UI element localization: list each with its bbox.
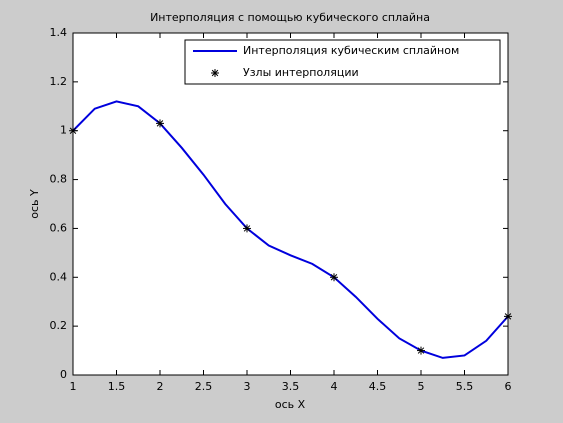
- y-tick-label: 0: [60, 368, 67, 381]
- x-tick-label: 4.5: [369, 380, 387, 393]
- marker-stroke: [243, 225, 251, 232]
- legend-marker: [211, 69, 219, 77]
- marker-stroke: [211, 69, 219, 77]
- chart-title: Интерполяция с помощью кубического сплай…: [150, 11, 430, 24]
- marker-stroke: [156, 120, 164, 127]
- x-tick-label: 6: [505, 380, 512, 393]
- x-tick-label: 4: [331, 380, 338, 393]
- node-marker: [69, 126, 77, 135]
- node-marker: [504, 312, 512, 321]
- y-tick-label: 1.2: [50, 75, 68, 88]
- node-marker: [330, 273, 338, 282]
- legend-box: [184, 39, 501, 85]
- y-axis-label: ось Y: [28, 189, 41, 219]
- y-tick-label: 1.4: [50, 26, 68, 39]
- x-tick-label: 2: [157, 380, 164, 393]
- x-tick-label: 2.5: [195, 380, 213, 393]
- x-tick-label: 1: [70, 380, 77, 393]
- y-tick-label: 0.6: [50, 221, 68, 234]
- marker-stroke: [417, 347, 425, 354]
- x-tick-label: 5: [418, 380, 425, 393]
- legend-label: Интерполяция кубическим сплайном: [243, 44, 459, 57]
- node-marker: [156, 119, 164, 128]
- x-tick-label: 1.5: [108, 380, 126, 393]
- y-tick-label: 0.8: [50, 173, 68, 186]
- node-marker: [243, 224, 251, 233]
- marker-stroke: [504, 313, 512, 320]
- legend-label: Узлы интерполяции: [243, 66, 359, 79]
- y-tick-label: 0.2: [50, 319, 68, 332]
- x-tick-label: 3: [244, 380, 251, 393]
- x-tick-label: 5.5: [456, 380, 474, 393]
- y-tick-label: 1: [60, 124, 67, 137]
- marker-stroke: [330, 274, 338, 281]
- marker-stroke: [69, 127, 77, 134]
- y-tick-label: 0.4: [50, 270, 68, 283]
- node-marker: [417, 346, 425, 355]
- x-axis-label: ось X: [275, 398, 306, 411]
- spline-line: [72, 100, 509, 359]
- axes-box: [72, 32, 509, 376]
- x-tick-label: 3.5: [282, 380, 300, 393]
